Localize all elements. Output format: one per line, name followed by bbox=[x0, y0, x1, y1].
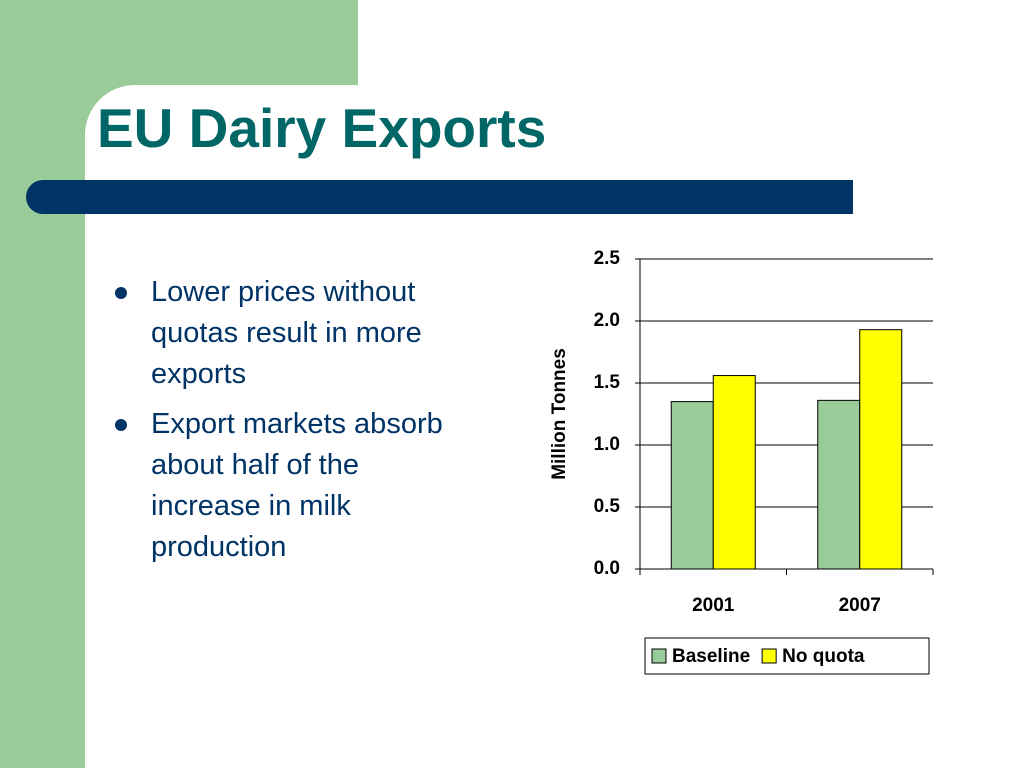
bullet-list: Lower prices without quotas result in mo… bbox=[112, 272, 472, 577]
legend-label: No quota bbox=[782, 646, 865, 667]
bullet: Lower prices without quotas result in mo… bbox=[112, 272, 472, 395]
x-tick-label: 2007 bbox=[839, 595, 881, 616]
bar bbox=[712, 375, 756, 570]
legend-swatch bbox=[761, 648, 777, 664]
title-bar bbox=[26, 180, 853, 214]
bar bbox=[817, 399, 861, 570]
bullet: Export markets absorb about half of the … bbox=[112, 404, 472, 568]
legend-swatch bbox=[651, 648, 667, 664]
y-tick-label: 2.0 bbox=[594, 310, 620, 331]
y-tick-label: 2.5 bbox=[594, 248, 621, 269]
y-tick-label: 1.0 bbox=[594, 434, 620, 455]
bar bbox=[859, 329, 903, 570]
y-tick-label: 0.0 bbox=[594, 558, 620, 579]
y-tick-label: 1.5 bbox=[594, 372, 621, 393]
slide-title: EU Dairy Exports bbox=[97, 97, 547, 159]
x-tick-label: 2001 bbox=[692, 595, 735, 616]
y-tick-label: 0.5 bbox=[594, 496, 621, 517]
y-axis-title: Million Tonnes bbox=[549, 348, 570, 480]
legend-label: Baseline bbox=[672, 646, 750, 667]
legend-box bbox=[644, 637, 930, 675]
bar bbox=[670, 401, 714, 570]
